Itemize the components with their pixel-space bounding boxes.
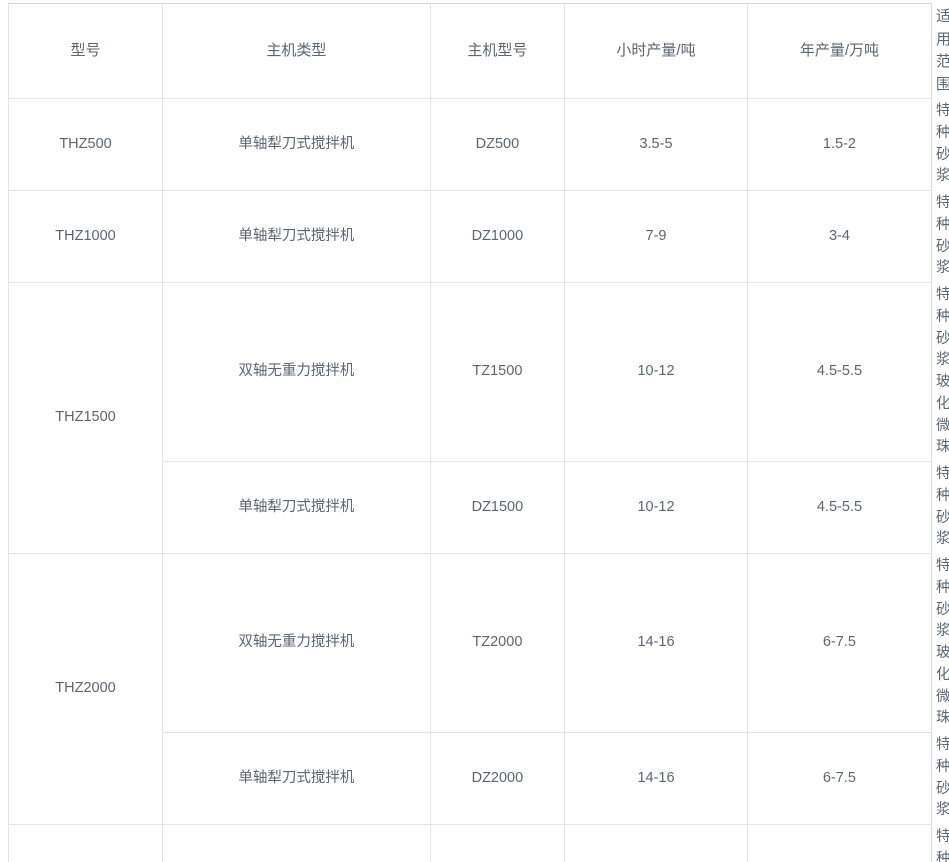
cell-host-type: 双轴无重力搅拌机: [163, 283, 431, 462]
cell-hourly: 10-12: [565, 462, 748, 554]
cell-host-type: 单轴犁刀式搅拌机: [163, 733, 431, 825]
cell-model: THZ1500: [9, 283, 163, 554]
cell-annual: 1.5-2: [747, 99, 931, 191]
cell-host-type: 单轴犁刀式搅拌机: [163, 191, 431, 283]
cell-host-model: DZ500: [430, 99, 564, 191]
cell-model: THZ500: [9, 99, 163, 191]
table-header-row: 型号 主机类型 主机型号 小时产量/吨 年产量/万吨 适用范围: [9, 4, 932, 99]
cell-host-model: DZ1000: [430, 191, 564, 283]
cell-hourly: 20-24: [565, 825, 748, 862]
cell-host-model: TZ2000: [430, 554, 564, 733]
cell-hourly: 7-9: [565, 191, 748, 283]
cell-annual: 4.5-5.5: [747, 462, 931, 554]
cell-annual: 9-11: [747, 825, 931, 862]
cell-annual: 4.5-5.5: [747, 283, 931, 462]
column-header-host-model: 主机型号: [430, 4, 564, 99]
cell-host-model: TZ1500: [430, 283, 564, 462]
cell-host-type: 双轴无重力搅拌机: [163, 554, 431, 733]
cell-hourly: 14-16: [565, 554, 748, 733]
cell-model: THZ1000: [9, 191, 163, 283]
cell-hourly: 10-12: [565, 283, 748, 462]
column-header-annual: 年产量/万吨: [747, 4, 931, 99]
mixer-specification-table: 型号 主机类型 主机型号 小时产量/吨 年产量/万吨 适用范围 THZ500 单…: [8, 3, 932, 862]
cell-host-model: DZ2000: [430, 733, 564, 825]
cell-host-type: 单轴犁刀式搅拌机: [163, 462, 431, 554]
cell-host-model: TZ3000: [430, 825, 564, 862]
spec-table-container: 型号 主机类型 主机型号 小时产量/吨 年产量/万吨 适用范围 THZ500 单…: [0, 0, 949, 431]
cell-model: THZ3000: [9, 825, 163, 862]
cell-annual: 6-7.5: [747, 733, 931, 825]
cell-hourly: 3.5-5: [565, 99, 748, 191]
cell-host-type: 单轴犁刀式搅拌机: [163, 99, 431, 191]
cell-annual: 3-4: [747, 191, 931, 283]
column-header-host-type: 主机类型: [163, 4, 431, 99]
table-row: THZ1000 单轴犁刀式搅拌机 DZ1000 7-9 3-4 特种砂浆: [9, 191, 932, 283]
column-header-hourly: 小时产量/吨: [565, 4, 748, 99]
table-row: THZ3000 双轴无重力搅拌机 TZ3000 20-24 9-11 特种砂浆、…: [9, 825, 932, 862]
cell-hourly: 14-16: [565, 733, 748, 825]
cell-host-type: 双轴无重力搅拌机: [163, 825, 431, 862]
table-row: THZ500 单轴犁刀式搅拌机 DZ500 3.5-5 1.5-2 特种砂浆: [9, 99, 932, 191]
cell-annual: 6-7.5: [747, 554, 931, 733]
table-body: THZ500 单轴犁刀式搅拌机 DZ500 3.5-5 1.5-2 特种砂浆 T…: [9, 99, 932, 862]
table-row: THZ2000 双轴无重力搅拌机 TZ2000 14-16 6-7.5 特种砂浆…: [9, 554, 932, 733]
cell-model: THZ2000: [9, 554, 163, 825]
table-row: THZ1500 双轴无重力搅拌机 TZ1500 10-12 4.5-5.5 特种…: [9, 283, 932, 462]
cell-host-model: DZ1500: [430, 462, 564, 554]
column-header-model: 型号: [9, 4, 163, 99]
table-header: 型号 主机类型 主机型号 小时产量/吨 年产量/万吨 适用范围: [9, 4, 932, 99]
